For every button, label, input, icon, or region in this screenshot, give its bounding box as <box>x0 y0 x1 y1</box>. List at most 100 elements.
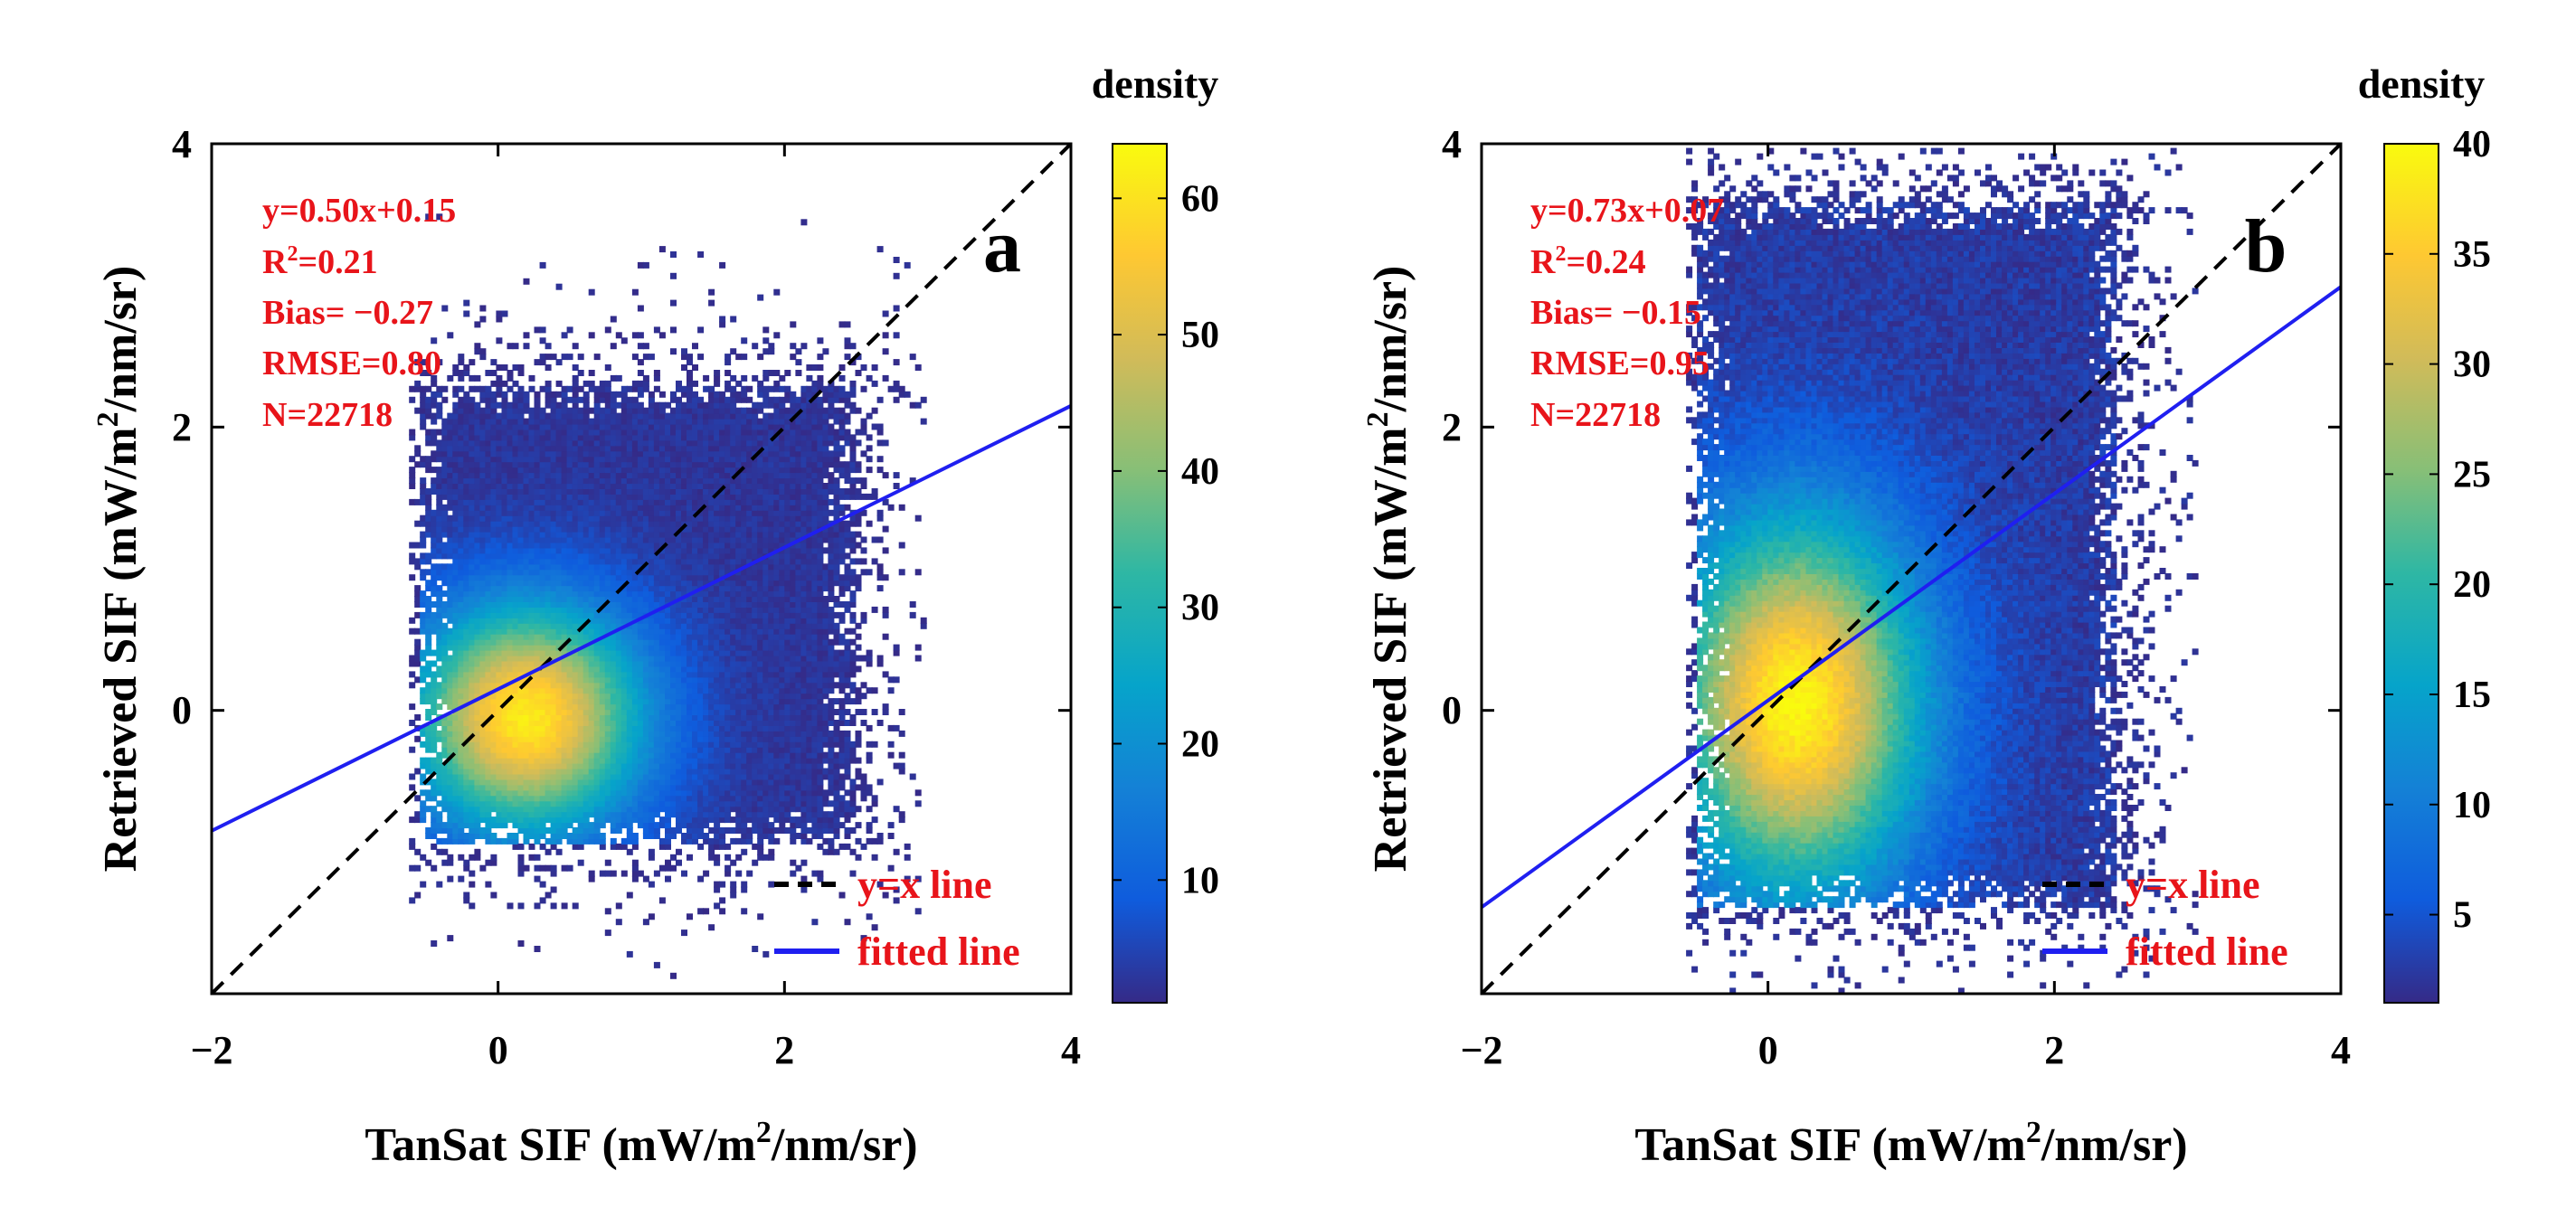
density-point <box>658 724 666 731</box>
density-point <box>436 751 443 759</box>
density-point <box>703 660 710 667</box>
density-point <box>512 811 519 818</box>
density-point <box>665 762 671 769</box>
density-point <box>425 730 432 737</box>
density-point <box>479 590 487 598</box>
density-point <box>626 531 633 538</box>
density-point <box>566 467 573 474</box>
density-point <box>676 779 682 786</box>
density-point <box>604 606 611 613</box>
density-point <box>599 746 606 753</box>
density-point <box>665 574 671 581</box>
density-point <box>697 429 705 436</box>
density-point <box>648 800 655 807</box>
density-point <box>714 525 721 533</box>
density-point <box>436 472 443 479</box>
density-point <box>517 590 525 598</box>
density-point <box>469 741 476 748</box>
density-point <box>637 720 644 726</box>
density-point <box>501 542 508 549</box>
density-point <box>676 822 682 829</box>
density-point <box>539 843 546 850</box>
density-point <box>604 714 611 721</box>
density-point <box>479 773 487 780</box>
density-point <box>714 649 721 656</box>
density-point <box>479 434 487 441</box>
density-point <box>615 580 622 587</box>
density-point <box>582 439 590 447</box>
density-point <box>431 724 438 731</box>
density-point <box>425 768 432 775</box>
density-point <box>637 370 644 376</box>
density-point <box>703 418 710 425</box>
density-point <box>463 498 470 505</box>
density-point <box>463 768 470 775</box>
density-point <box>610 617 617 624</box>
density-point <box>577 580 584 587</box>
density-point <box>431 833 438 839</box>
density-point <box>642 606 649 613</box>
density-point <box>534 396 541 403</box>
density-point <box>610 498 617 505</box>
density-point <box>588 585 595 592</box>
density-point <box>545 768 552 775</box>
density-point <box>714 374 721 382</box>
density-point <box>523 488 530 495</box>
density-point <box>534 326 541 334</box>
density-point <box>588 870 595 877</box>
density-point <box>670 251 677 258</box>
density-point <box>447 875 454 882</box>
density-point <box>708 504 715 511</box>
density-point <box>431 585 438 592</box>
density-point <box>703 488 710 495</box>
density-point <box>469 671 476 678</box>
density-point <box>599 784 606 791</box>
density-point <box>670 724 677 731</box>
density-point <box>528 833 535 839</box>
density-point <box>479 676 487 684</box>
density-point <box>577 354 584 361</box>
density-point <box>469 434 476 441</box>
density-point <box>681 547 687 554</box>
density-point <box>724 370 732 376</box>
density-point <box>436 773 443 780</box>
density-point <box>687 445 693 452</box>
density-point <box>517 370 525 376</box>
density-point <box>681 558 687 565</box>
density-point <box>447 768 454 775</box>
density-point <box>479 665 487 673</box>
density-point <box>642 445 649 452</box>
density-point <box>463 401 470 409</box>
density-point <box>572 617 579 624</box>
density-point <box>425 439 432 447</box>
density-point <box>485 660 492 667</box>
density-point <box>534 811 541 818</box>
density-point <box>724 434 732 441</box>
density-point <box>692 439 698 447</box>
density-point <box>501 412 508 420</box>
density-point <box>561 536 568 543</box>
density-point <box>703 542 710 549</box>
density-point <box>631 483 639 489</box>
density-point <box>496 671 503 678</box>
density-point <box>490 762 497 769</box>
density-point <box>670 525 677 533</box>
density-point <box>523 472 530 479</box>
density-point <box>452 693 459 700</box>
density-point <box>469 359 476 366</box>
density-point <box>658 601 666 608</box>
density-point <box>687 456 693 463</box>
density-point <box>676 714 682 721</box>
density-point <box>458 617 465 624</box>
density-point <box>724 827 732 834</box>
density-point <box>528 649 535 656</box>
density-point <box>566 751 573 759</box>
density-point <box>463 391 470 398</box>
density-point <box>653 558 660 565</box>
density-point <box>626 477 633 485</box>
density-point <box>534 709 541 715</box>
density-point <box>697 795 705 802</box>
density-point <box>501 488 508 495</box>
density-point <box>648 429 655 436</box>
density-point <box>436 837 443 845</box>
